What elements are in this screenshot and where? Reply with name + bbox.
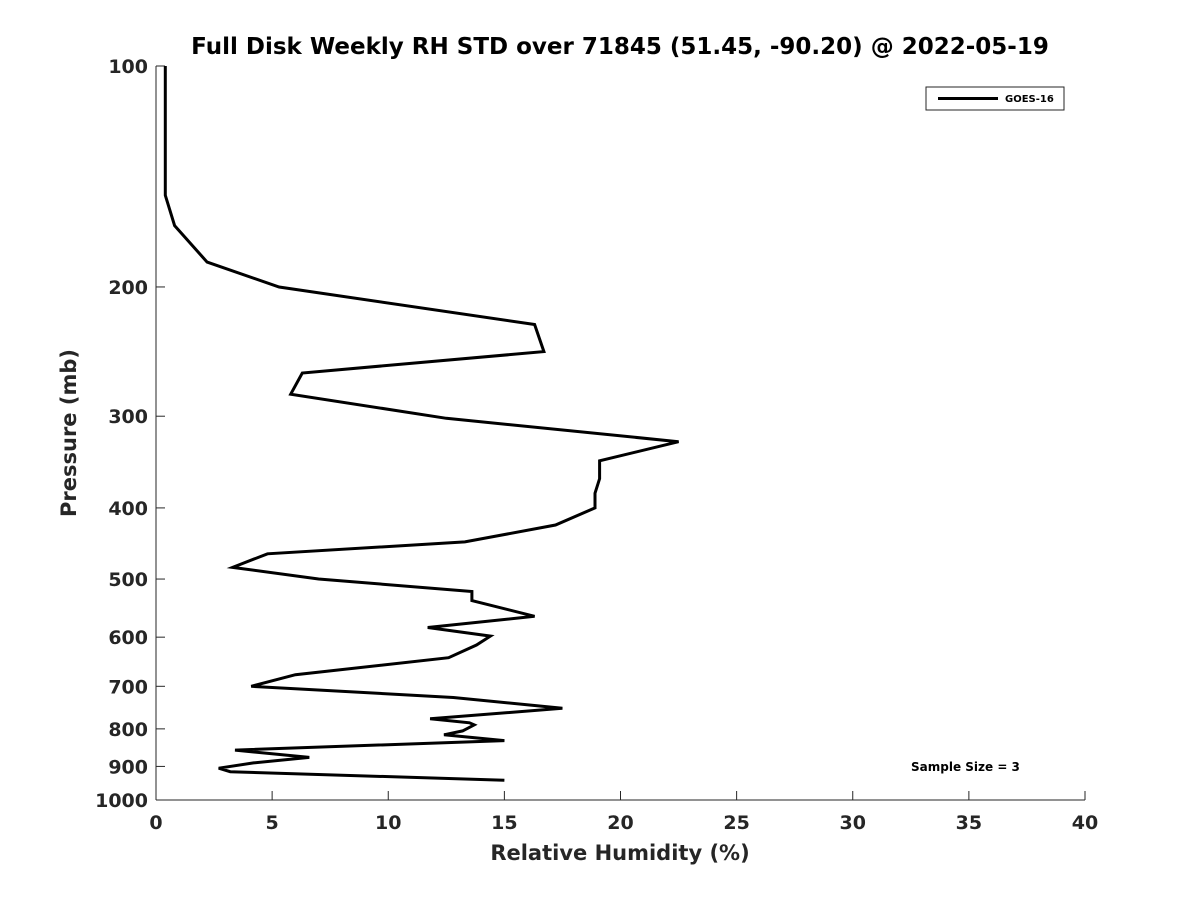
- sample-size-annotation: Sample Size = 3: [911, 760, 1020, 774]
- x-tick-label: 10: [375, 812, 401, 834]
- x-tick-label: 0: [149, 812, 162, 834]
- x-axis-title: Relative Humidity (%): [490, 841, 749, 865]
- series-line-goes-16: [163, 66, 679, 782]
- x-tick-label: 35: [956, 812, 982, 834]
- y-tick-label: 400: [108, 498, 148, 520]
- y-tick-label: 600: [108, 627, 148, 649]
- y-tick-label: 100: [108, 56, 148, 78]
- x-ticks: 0 5 10 15 20 25 30 35 40: [149, 791, 1098, 834]
- y-tick-label: 1000: [95, 790, 148, 812]
- x-tick-label: 20: [607, 812, 633, 834]
- x-tick-label: 5: [266, 812, 279, 834]
- x-tick-label: 40: [1072, 812, 1098, 834]
- y-tick-label: 500: [108, 569, 148, 591]
- x-tick-label: 30: [840, 812, 866, 834]
- y-tick-label: 800: [108, 719, 148, 741]
- series-layer: [163, 66, 679, 782]
- y-tick-label: 700: [108, 676, 148, 698]
- x-tick-label: 25: [723, 812, 749, 834]
- y-tick-label: 300: [108, 406, 148, 428]
- legend: GOES-16: [925, 86, 1065, 111]
- y-ticks: 100 200 300 400 500 600 700 800 900 1000: [95, 56, 165, 812]
- y-axis-title: Pressure (mb): [57, 349, 81, 517]
- y-tick-label: 200: [108, 277, 148, 299]
- chart-title: Full Disk Weekly RH STD over 71845 (51.4…: [191, 34, 1049, 60]
- y-tick-label: 900: [108, 756, 148, 778]
- legend-label: GOES-16: [1005, 94, 1054, 105]
- x-tick-label: 15: [491, 812, 517, 834]
